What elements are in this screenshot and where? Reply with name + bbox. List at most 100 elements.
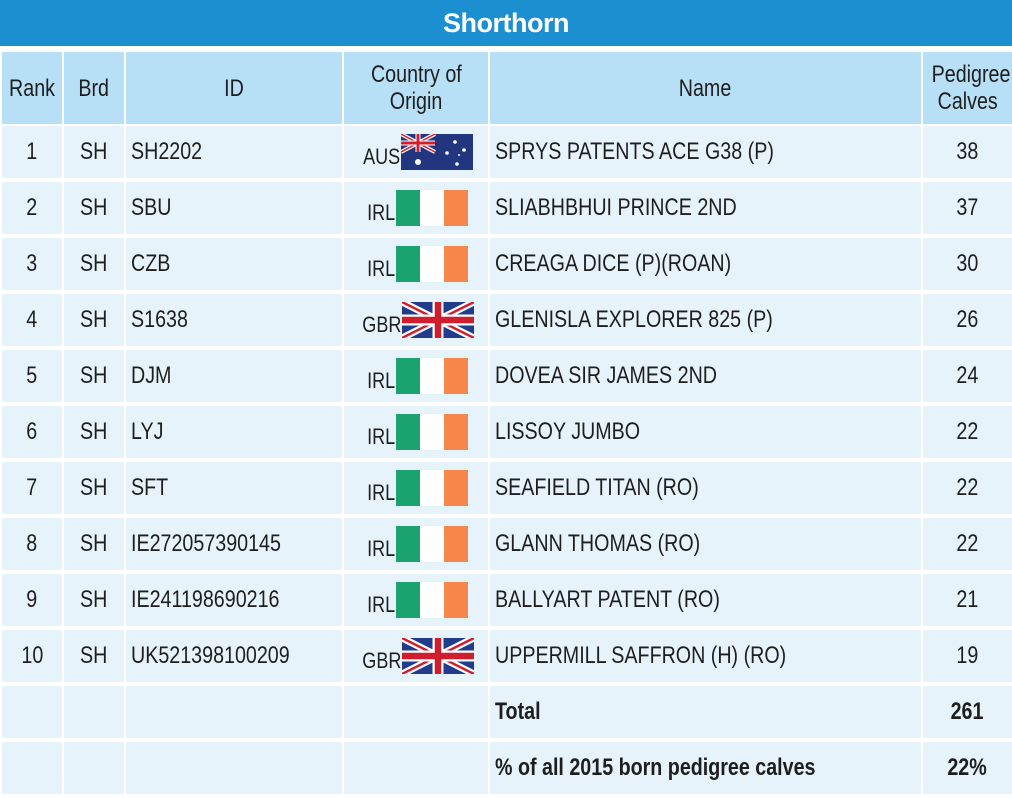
table-row: 10 SH UK521398100209 GBR UPPERMILL SAFFR… (0, 627, 1012, 686)
brd-cell: SH (62, 571, 126, 630)
id-cell: LYJ (124, 403, 344, 462)
calves-cell: 38 (921, 124, 1012, 182)
rank-cell: 8 (0, 515, 64, 574)
table-row: 4 SH S1638 GBR GLENISLA EXPLORER 825 (P)… (0, 291, 1012, 350)
id-cell: CZB (124, 235, 344, 294)
country-cell: GBR (342, 627, 490, 686)
name-cell: BALLYART PATENT (RO) (488, 571, 923, 630)
irl-flag-icon (395, 358, 468, 394)
country-cell: IRL (342, 179, 490, 238)
country-code: IRL (367, 200, 396, 225)
name-cell: GLENISLA EXPLORER 825 (P) (488, 291, 923, 350)
country-code: IRL (367, 424, 396, 449)
country-cell: IRL (342, 403, 490, 462)
summary-label: % of all 2015 born pedigree calves (488, 739, 923, 798)
id-cell: DJM (124, 347, 344, 406)
col-header-name: Name (488, 50, 923, 126)
rank-cell: 10 (0, 627, 64, 686)
country-code: IRL (367, 368, 396, 393)
name-cell: LISSOY JUMBO (488, 403, 923, 462)
irl-flag-icon (395, 526, 468, 562)
irl-flag-icon (395, 414, 468, 450)
calves-cell: 21 (921, 571, 1012, 630)
country-cell: IRL (342, 235, 490, 294)
empty-cell (0, 739, 64, 798)
name-cell: GLANN THOMAS (RO) (488, 515, 923, 574)
empty-cell (0, 682, 64, 742)
table-row: 2 SH SBU IRL SLIABHBHUI PRINCE 2ND 37 (0, 179, 1012, 238)
country-code: IRL (367, 592, 396, 617)
rank-cell: 6 (0, 403, 64, 462)
rank-cell: 7 (0, 459, 64, 518)
col-header-id: ID (124, 50, 344, 126)
irl-flag-icon (395, 246, 468, 282)
country-cell: AUS (342, 124, 490, 182)
calves-cell: 24 (921, 347, 1012, 406)
summary-value: 22% (921, 739, 1012, 798)
aus-flag-icon (401, 134, 474, 170)
rank-cell: 4 (0, 291, 64, 350)
id-cell: SBU (124, 179, 344, 238)
country-cell: IRL (342, 347, 490, 406)
empty-cell (342, 739, 490, 798)
brd-cell: SH (62, 515, 126, 574)
country-code: IRL (367, 536, 396, 561)
irl-flag-icon (395, 582, 468, 618)
id-cell: SFT (124, 459, 344, 518)
col-header-rank: Rank (0, 50, 64, 126)
name-cell: CREAGA DICE (P)(ROAN) (488, 235, 923, 294)
calves-cell: 22 (921, 459, 1012, 518)
empty-cell (342, 682, 490, 742)
id-cell: SH2202 (124, 124, 344, 182)
header-row: Rank Brd ID Country of Origin Name Pedigr… (0, 50, 1012, 126)
country-cell: IRL (342, 571, 490, 630)
id-cell: UK521398100209 (124, 627, 344, 686)
table-row: 5 SH DJM IRL DOVEA SIR JAMES 2ND 24 (0, 347, 1012, 406)
col-header-brd: Brd (62, 50, 126, 126)
rank-cell: 5 (0, 347, 64, 406)
summary-row: Total 261 (0, 682, 1012, 742)
rank-cell: 9 (0, 571, 64, 630)
brd-cell: SH (62, 347, 126, 406)
rank-cell: 2 (0, 179, 64, 238)
calves-cell: 26 (921, 291, 1012, 350)
summary-value: 261 (921, 682, 1012, 742)
brd-cell: SH (62, 235, 126, 294)
table-row: 3 SH CZB IRL CREAGA DICE (P)(ROAN) 30 (0, 235, 1012, 294)
empty-cell (62, 739, 126, 798)
id-cell: IE241198690216 (124, 571, 344, 630)
brd-cell: SH (62, 291, 126, 350)
name-cell: UPPERMILL SAFFRON (H) (RO) (488, 627, 923, 686)
calves-cell: 37 (921, 179, 1012, 238)
country-code: IRL (367, 480, 396, 505)
country-code: GBR (361, 312, 402, 337)
gbr-flag-icon (402, 302, 475, 338)
name-cell: SEAFIELD TITAN (RO) (488, 459, 923, 518)
table-row: 6 SH LYJ IRL LISSOY JUMBO 22 (0, 403, 1012, 462)
brd-cell: SH (62, 179, 126, 238)
calves-cell: 22 (921, 403, 1012, 462)
irl-flag-icon (395, 190, 468, 226)
col-header-calves: Pedigree Calves (921, 50, 1012, 126)
id-cell: S1638 (124, 291, 344, 350)
id-cell: IE272057390145 (124, 515, 344, 574)
name-cell: SPRYS PATENTS ACE G38 (P) (488, 124, 923, 182)
gbr-flag-icon (402, 638, 475, 674)
summary-label: Total (488, 682, 923, 742)
summary-row: % of all 2015 born pedigree calves 22% (0, 739, 1012, 798)
table-row: 8 SH IE272057390145 IRL GLANN THOMAS (RO… (0, 515, 1012, 574)
brd-cell: SH (62, 627, 126, 686)
empty-cell (62, 682, 126, 742)
table-title: Shorthorn (0, 0, 1012, 50)
country-code: AUS (362, 144, 401, 169)
country-cell: IRL (342, 515, 490, 574)
table-row: 9 SH IE241198690216 IRL BALLYART PATENT … (0, 571, 1012, 630)
name-cell: SLIABHBHUI PRINCE 2ND (488, 179, 923, 238)
table-row: 7 SH SFT IRL SEAFIELD TITAN (RO) 22 (0, 459, 1012, 518)
country-cell: IRL (342, 459, 490, 518)
col-header-country: Country of Origin (342, 50, 490, 126)
table-row: 1 SH SH2202 AUS SPRYS PATENTS ACE G38 (P… (0, 124, 1012, 182)
calves-cell: 19 (921, 627, 1012, 686)
empty-cell (124, 682, 344, 742)
